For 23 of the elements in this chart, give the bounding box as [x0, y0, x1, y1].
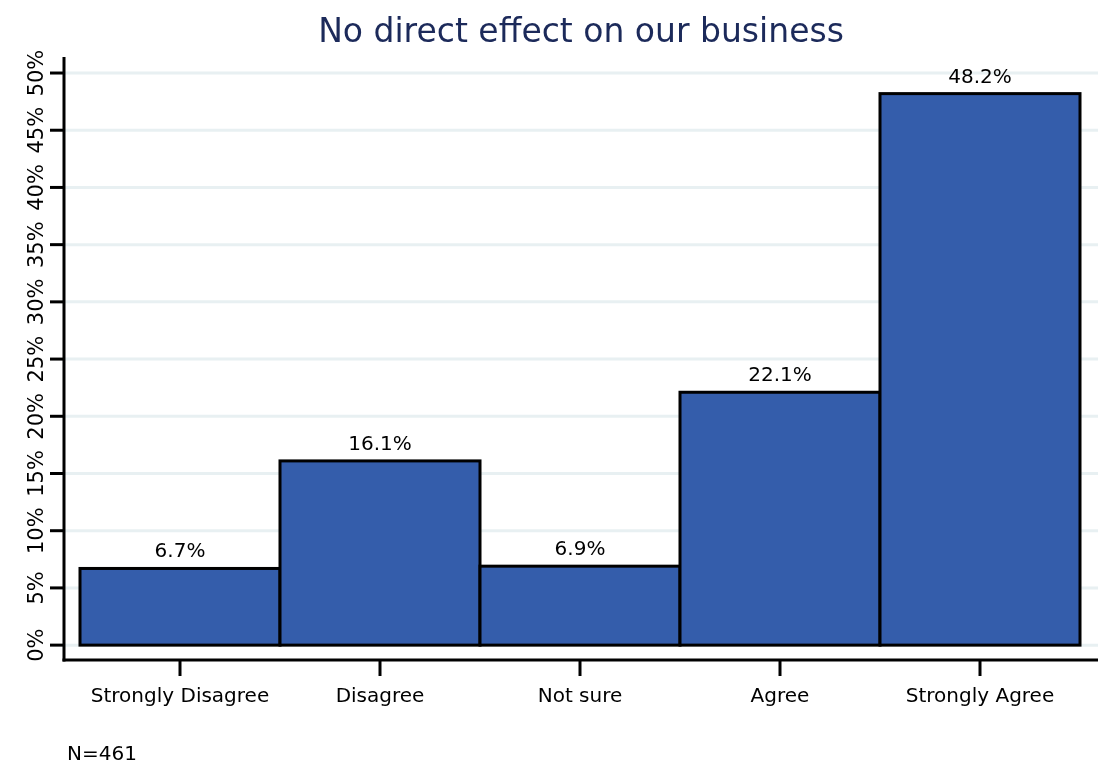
y-tick-label: 40% — [24, 164, 48, 211]
y-tick-label: 35% — [24, 221, 48, 268]
data-label: 6.9% — [554, 536, 606, 561]
y-tick-label: 0% — [24, 628, 48, 662]
x-tick-label: Not sure — [537, 683, 623, 707]
x-tick-label: Strongly Disagree — [90, 683, 270, 707]
y-tick-label: 5% — [24, 571, 48, 605]
y-tick-label: 30% — [24, 278, 48, 326]
x-tick-label: Strongly Agree — [905, 683, 1055, 707]
chart-title: No direct effect on our business — [318, 11, 844, 50]
y-tick-label: 20% — [24, 392, 48, 440]
data-label: 6.7% — [154, 538, 206, 563]
data-label: 16.1% — [348, 430, 412, 455]
y-tick-label: 50% — [24, 49, 48, 97]
x-tick-label: Agree — [750, 683, 810, 707]
data-label: 22.1% — [748, 362, 812, 387]
y-tick-label: 45% — [24, 106, 48, 154]
data-label: 48.2% — [948, 63, 1012, 88]
x-tick-label: Disagree — [335, 683, 425, 707]
y-tick-label: 10% — [24, 507, 48, 555]
y-tick-label: 25% — [24, 335, 48, 383]
text: N=461 — [67, 741, 137, 764]
y-tick-label: 15% — [24, 450, 48, 497]
